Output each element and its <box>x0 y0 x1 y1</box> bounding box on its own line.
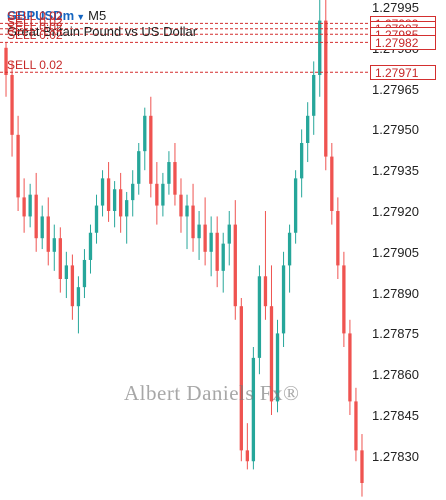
candle-body <box>245 450 250 462</box>
price-axis-label: 1.27860 <box>372 367 419 383</box>
candle-body <box>10 75 14 135</box>
candle-body <box>233 224 237 307</box>
candle-body <box>336 211 340 266</box>
candle-body <box>16 134 20 198</box>
candle-body <box>167 162 171 184</box>
candle-body <box>360 450 364 483</box>
price-axis-label: 1.27965 <box>372 81 419 97</box>
candle-body <box>179 194 183 217</box>
candle-body <box>100 178 105 206</box>
candle-body <box>149 115 153 184</box>
order-price-tag: 1.27971 <box>370 64 436 80</box>
candle-body <box>118 189 123 217</box>
candle-body <box>155 183 159 206</box>
candle-body <box>131 183 135 201</box>
candle-body <box>318 20 322 76</box>
candle-body <box>52 238 56 252</box>
candle-body <box>28 194 32 217</box>
price-axis-label: 1.27920 <box>372 204 419 219</box>
candle-body <box>330 156 334 211</box>
candle-body <box>281 265 286 334</box>
candle-body <box>354 401 358 451</box>
price-axis-label: 1.27950 <box>372 122 419 138</box>
symbol-dropdown-icon[interactable]: ▼ <box>76 12 86 22</box>
candle-body <box>197 224 201 239</box>
candle-body <box>22 197 26 217</box>
candle-body <box>263 276 268 307</box>
candle-body <box>227 224 231 244</box>
candle-body <box>342 265 346 334</box>
price-axis-label: 1.27935 <box>372 163 419 179</box>
candle-body <box>348 333 352 402</box>
candle-body <box>82 259 87 288</box>
watermark-text: Albert Daniels Fx® <box>124 381 300 405</box>
candle-body <box>203 224 207 252</box>
candle-body <box>58 238 62 279</box>
candle-body <box>70 265 75 307</box>
candle-body <box>257 276 262 358</box>
candle-body <box>312 75 316 116</box>
candle-body <box>221 243 225 271</box>
candle-body <box>185 205 189 217</box>
sell-order-label[interactable]: SELL 0.02 <box>7 14 63 29</box>
candle-body <box>251 357 256 462</box>
timeframe-label[interactable]: M5 <box>88 8 107 23</box>
sell-order-label[interactable]: SELL 0.02 <box>7 20 63 35</box>
order-price-tag: 1.27982 <box>370 34 436 50</box>
candle-body <box>191 205 195 239</box>
candle-body <box>40 216 44 239</box>
candle-body <box>125 200 129 217</box>
candle-body <box>269 306 274 402</box>
chart-symbol-header[interactable]: GBPUSDm ▼ M5 <box>7 8 106 23</box>
sell-order-label[interactable]: SELL 0.02 <box>7 9 63 24</box>
candle-body <box>4 47 8 75</box>
price-axis-label: 1.27875 <box>372 326 419 342</box>
candle-body <box>137 151 141 184</box>
candle-body <box>293 178 298 233</box>
candle-body <box>275 333 280 402</box>
candle-body <box>209 232 213 252</box>
candle-body <box>161 183 165 206</box>
candle-body <box>173 162 177 195</box>
candle-body <box>143 115 147 152</box>
symbol-description: Great Britain Pound vs US Dollar <box>7 24 198 39</box>
price-axis-label: 1.27995 <box>372 0 419 15</box>
price-axis-label: 1.27845 <box>372 408 419 423</box>
candle-body <box>106 178 111 211</box>
candle-body <box>306 115 310 143</box>
candle-body <box>287 232 292 266</box>
price-axis-label: 1.27830 <box>372 448 419 464</box>
candle-body <box>215 232 219 271</box>
price-axis-label: 1.27905 <box>372 244 419 260</box>
candle-body <box>112 189 117 211</box>
candle-body <box>324 20 328 157</box>
candle-body <box>94 205 99 233</box>
candle-body <box>34 194 38 239</box>
price-axis-label: 1.27890 <box>372 285 419 301</box>
candle-body <box>239 306 243 451</box>
symbol-name[interactable]: GBPUSDm <box>7 8 75 23</box>
candle-body <box>64 265 69 279</box>
candle-body <box>46 216 50 252</box>
candle-body <box>76 287 81 307</box>
candle-body <box>299 143 304 179</box>
candle-body <box>88 232 93 260</box>
sell-order-label[interactable]: SELL 0.02 <box>7 28 63 43</box>
sell-order-label[interactable]: SELL 0.02 <box>7 58 63 73</box>
